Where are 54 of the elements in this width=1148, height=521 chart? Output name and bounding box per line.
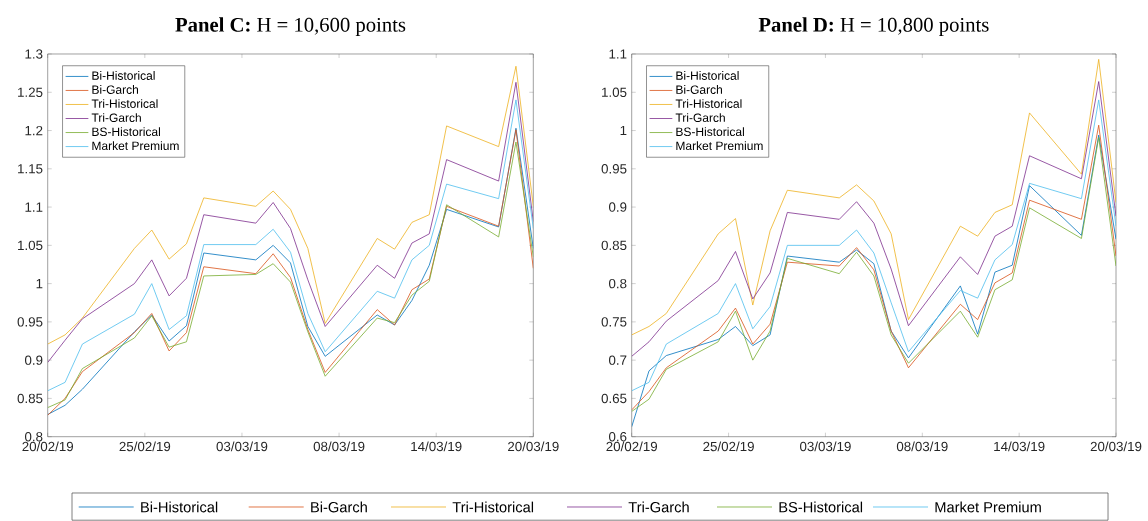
y-tick-label: 0.8: [608, 278, 627, 289]
legend-label: Tri-Historical: [675, 99, 742, 108]
x-tick-label: 08/03/19: [313, 441, 365, 452]
x-tick-label: 03/03/19: [800, 441, 851, 452]
text: Bi-Garch: [311, 501, 367, 513]
y-tick-label: 0.75: [601, 317, 627, 327]
y-tick-label: 0.9: [608, 202, 627, 212]
text: Market Premium: [935, 501, 1041, 513]
legend-label: Bi-Historical: [92, 71, 155, 80]
y-tick-label: 1.15: [18, 164, 43, 174]
y-tick-label: 0.6: [608, 431, 627, 442]
legend-label: Tri-Historical: [91, 99, 158, 108]
x-tick-label: 03/03/19: [216, 441, 268, 452]
chart-title: Panel C: H = 10,600 points: [175, 17, 406, 36]
x-tick-label: 25/02/19: [119, 441, 171, 452]
y-tick-label: 0.95: [601, 164, 627, 174]
x-tick-label: 20/03/19: [1090, 441, 1142, 452]
x-tick-label: 20/03/19: [508, 441, 559, 452]
y-tick-label: 1.2: [25, 125, 43, 136]
legend-label: Bi-Garch: [92, 85, 138, 94]
y-tick-label: 0.9: [24, 355, 43, 365]
y-tick-label: 0.85: [601, 240, 627, 251]
text: Tri-Garch: [628, 501, 689, 513]
x-tick-label: 14/03/19: [994, 441, 1045, 452]
text: Bi-Historical: [141, 501, 218, 513]
legend-label: Tri-Garch: [91, 113, 141, 122]
legend-label: Tri-Garch: [675, 113, 725, 122]
y-tick-label: 0.95: [17, 317, 43, 327]
y-tick-label: 0.85: [17, 393, 43, 404]
x-tick-label: 08/03/19: [896, 441, 948, 452]
y-tick-label: 1.3: [25, 49, 43, 59]
x-tick-label: 14/03/19: [411, 441, 462, 452]
y-tick-label: 0.7: [608, 355, 627, 365]
text: BS-Historical: [779, 501, 863, 513]
legend-label: Bi-Garch: [676, 85, 722, 94]
legend-label: Market Premium: [676, 141, 763, 151]
legend-label: BS-Historical: [92, 127, 160, 137]
y-tick-label: 1.05: [18, 240, 43, 251]
y-tick-label: 1.1: [25, 202, 43, 212]
y-tick-label: 1: [620, 125, 627, 136]
text: Tri-Historical: [452, 501, 534, 513]
y-tick-label: 1.25: [18, 87, 43, 97]
y-tick-label: 1.1: [609, 49, 627, 59]
legend-label: Bi-Historical: [676, 71, 739, 80]
y-tick-label: 0.8: [24, 431, 43, 442]
chart-title: Panel D: H = 10,800 points: [758, 17, 989, 36]
x-tick-label: 20/02/19: [22, 441, 74, 452]
y-tick-label: 1.05: [602, 87, 627, 97]
legend-label: BS-Historical: [676, 127, 744, 137]
x-tick-label: 25/02/19: [703, 441, 754, 452]
y-tick-label: 0.65: [601, 393, 627, 404]
legend-label: Market Premium: [92, 141, 179, 151]
x-tick-label: 20/02/19: [606, 441, 658, 452]
y-tick-label: 1: [36, 279, 43, 289]
